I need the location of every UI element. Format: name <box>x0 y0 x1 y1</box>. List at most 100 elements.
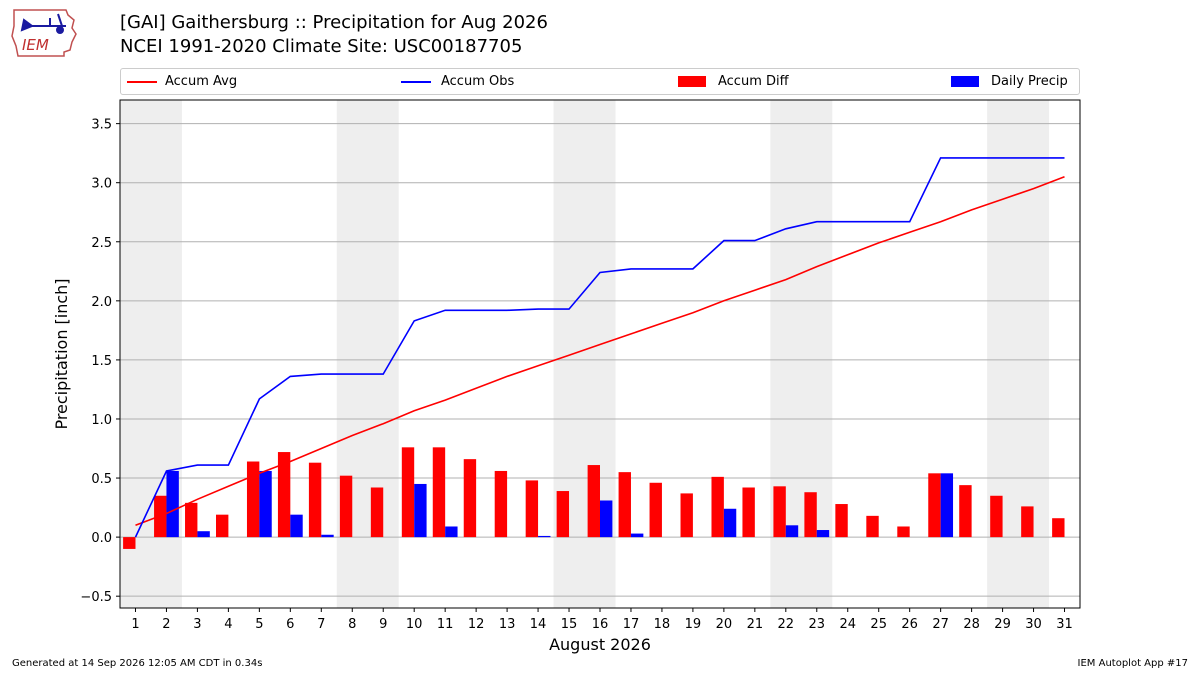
accum-diff-bar <box>1052 518 1065 538</box>
x-tick-label: 20 <box>716 617 733 632</box>
iem-logo: IEM <box>11 9 77 57</box>
accum-diff-bar <box>959 485 972 538</box>
accum-diff-bar <box>123 537 136 549</box>
daily-precip-bar <box>538 535 551 538</box>
x-tick-label: 15 <box>561 617 578 632</box>
x-tick-label: 9 <box>379 617 387 632</box>
accum-diff-bar <box>308 462 322 538</box>
y-tick-label: −0.5 <box>80 590 112 605</box>
legend-label: Daily Precip <box>991 74 1068 89</box>
legend-swatch <box>401 81 431 83</box>
accum-diff-bar <box>680 493 693 538</box>
x-tick-label: 13 <box>499 617 516 632</box>
y-tick-label: 0.5 <box>91 472 112 487</box>
weather-station-icon <box>20 13 66 34</box>
x-tick-label: 28 <box>963 617 980 632</box>
accum-diff-bar <box>804 492 817 538</box>
accum-obs-line <box>134 157 1065 538</box>
x-axis-label: August 2026 <box>549 635 651 654</box>
y-tick-label: 1.0 <box>91 413 112 428</box>
x-tick-label: 23 <box>809 617 826 632</box>
accum-diff-bar <box>711 476 724 538</box>
x-tick-label: 21 <box>747 617 764 632</box>
legend-swatch <box>678 76 706 87</box>
chart-title: [GAI] Gaithersburg :: Precipitation for … <box>120 12 548 33</box>
accum-diff-bar <box>216 514 229 538</box>
daily-precip-bar <box>166 470 179 538</box>
x-tick-label: 8 <box>348 617 356 632</box>
accum-diff-bar <box>990 495 1003 538</box>
legend-label: Accum Obs <box>441 74 515 89</box>
y-tick-label: 3.0 <box>91 177 112 192</box>
legend-item-daily-precip: Daily Precip <box>947 73 1087 91</box>
x-tick-label: 1 <box>131 617 139 632</box>
daily-precip-bar <box>259 470 272 538</box>
daily-precip-bar <box>197 531 210 538</box>
x-tick-label: 10 <box>406 617 423 632</box>
accum-diff-bar <box>277 452 291 538</box>
daily-precip-bar <box>290 514 303 538</box>
legend-item-accum-avg: Accum Avg <box>121 73 361 91</box>
x-tick-label: 17 <box>623 617 640 632</box>
x-tick-label: 14 <box>530 617 547 632</box>
legend-swatch <box>127 81 157 83</box>
accum-diff-bar <box>463 459 477 538</box>
accum-diff-bar <box>525 480 539 538</box>
legend: Accum Avg Accum Obs Accum Diff Daily Pre… <box>120 68 1080 95</box>
x-tick-label: 3 <box>193 617 201 632</box>
legend-swatch <box>951 76 979 87</box>
x-tick-label: 4 <box>224 617 232 632</box>
y-tick-label: 2.0 <box>91 295 112 310</box>
accum-diff-bar <box>618 472 631 538</box>
y-axis-label: Precipitation [inch] <box>52 278 71 429</box>
x-tick-label: 26 <box>901 617 918 632</box>
daily-precip-bar <box>630 533 644 538</box>
x-tick-label: 18 <box>654 617 671 632</box>
accum-diff-bar <box>494 470 508 538</box>
daily-precip-bar <box>816 530 830 538</box>
accum-diff-bar <box>897 526 910 538</box>
daily-precip-bar <box>785 525 799 538</box>
daily-precip-bar <box>940 473 954 538</box>
legend-label: Accum Avg <box>165 74 238 89</box>
daily-precip-bar <box>321 534 334 538</box>
chart-subtitle: NCEI 1991-2020 Climate Site: USC00187705 <box>120 36 523 57</box>
y-tick-label: 3.5 <box>91 118 112 133</box>
accum-diff-bar <box>185 502 198 538</box>
x-tick-label: 29 <box>994 617 1011 632</box>
accum-diff-bar <box>339 475 353 538</box>
x-tick-label: 24 <box>839 617 856 632</box>
x-tick-label: 30 <box>1025 617 1042 632</box>
accum-diff-bar <box>432 447 446 538</box>
daily-precip-bar <box>600 500 613 538</box>
daily-precip-bar <box>414 483 427 538</box>
x-tick-label: 5 <box>255 617 263 632</box>
x-tick-label: 27 <box>932 617 949 632</box>
accum-diff-bar <box>928 473 941 538</box>
y-tick-label: 1.5 <box>91 354 112 369</box>
logo-text: IEM <box>22 36 49 54</box>
y-tick-label: 2.5 <box>91 236 112 251</box>
legend-item-accum-obs: Accum Obs <box>397 73 637 91</box>
x-tick-label: 22 <box>778 617 795 632</box>
accum-diff-bar <box>835 504 848 538</box>
accum-diff-bar <box>866 515 879 538</box>
x-tick-label: 31 <box>1056 617 1073 632</box>
accum-diff-bar <box>587 465 600 538</box>
app-credit: IEM Autoplot App #17 <box>1077 658 1188 669</box>
daily-precip-bar <box>445 526 458 538</box>
x-tick-label: 19 <box>685 617 702 632</box>
x-tick-label: 25 <box>870 617 887 632</box>
accum-diff-bar <box>773 486 786 538</box>
accum-diff-bar <box>370 487 384 538</box>
legend-item-accum-diff: Accum Diff <box>674 73 914 91</box>
y-tick-label: 0.0 <box>91 531 112 546</box>
accum-diff-bar <box>401 447 415 538</box>
accum-diff-bar <box>1021 506 1034 538</box>
accum-diff-bar <box>742 487 755 538</box>
x-tick-label: 16 <box>592 617 609 632</box>
x-tick-label: 6 <box>286 617 294 632</box>
x-tick-label: 2 <box>162 617 170 632</box>
x-tick-label: 12 <box>468 617 485 632</box>
